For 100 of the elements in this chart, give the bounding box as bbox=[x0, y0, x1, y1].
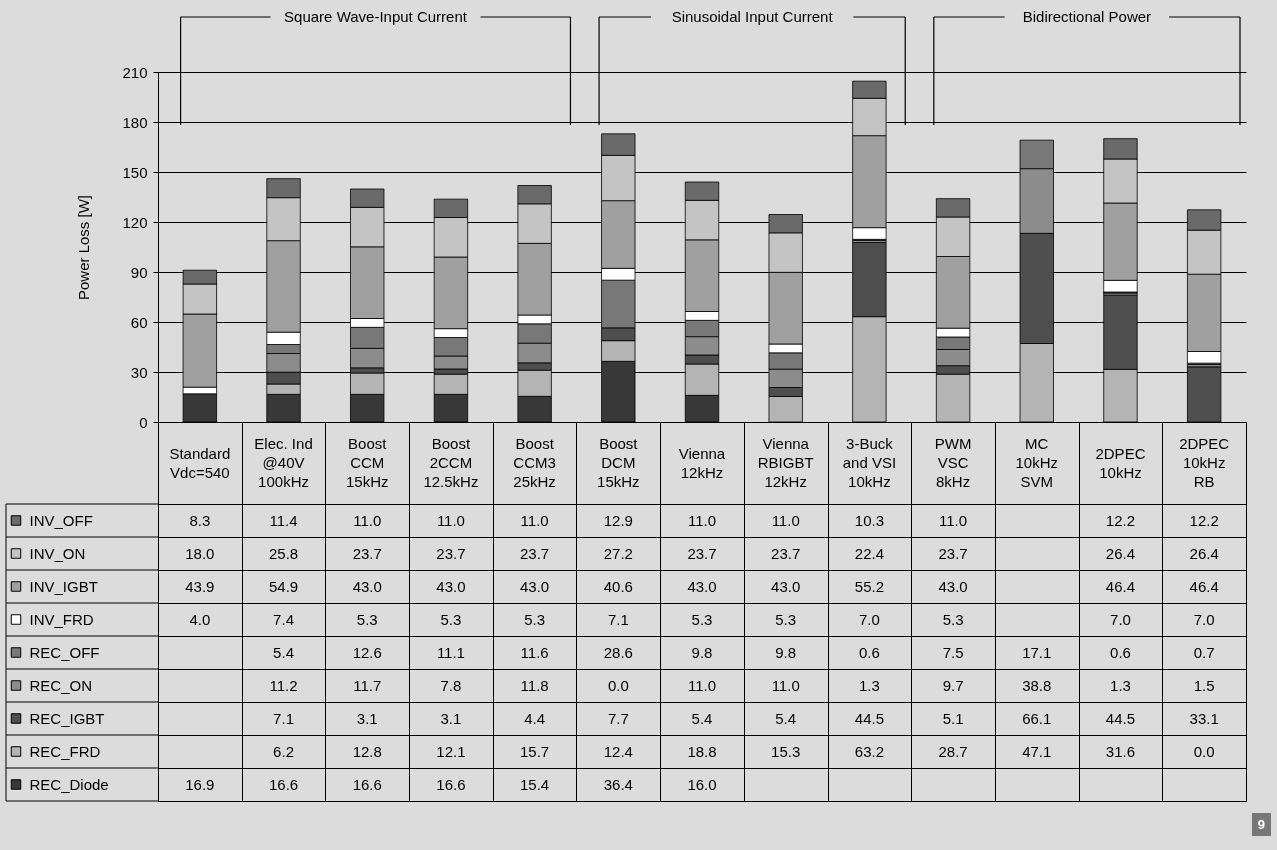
data-label: 4.4 bbox=[524, 709, 546, 727]
data-label: 11.1 bbox=[436, 643, 465, 661]
data-label: 11.2 bbox=[269, 676, 298, 694]
data-label: 23.7 bbox=[771, 544, 801, 562]
data-label: 63.2 bbox=[854, 742, 884, 760]
y-tick-label: 180 bbox=[122, 113, 148, 131]
data-label: 5.1 bbox=[942, 709, 964, 727]
x-tick-label: Boost DCM 15kHz bbox=[597, 435, 640, 490]
y-axis-title: Power Loss [W] bbox=[75, 194, 93, 301]
data-label: 12.9 bbox=[603, 511, 633, 529]
legend-label: INV_ON bbox=[29, 545, 86, 562]
data-label: 7.0 bbox=[1110, 610, 1131, 628]
data-label: 25.8 bbox=[268, 544, 299, 562]
data-label: 11.0 bbox=[687, 676, 717, 694]
data-label: 7.0 bbox=[1193, 610, 1215, 628]
data-label: 0.6 bbox=[858, 643, 880, 661]
data-label: 11.8 bbox=[520, 676, 549, 694]
data-label: 43.9 bbox=[185, 577, 215, 595]
y-tick-label: 60 bbox=[130, 313, 148, 331]
y-tick-label: 150 bbox=[122, 163, 148, 181]
data-label: 15.7 bbox=[520, 742, 550, 760]
data-label: 33.1 bbox=[1189, 709, 1219, 727]
data-label: 1.5 bbox=[1193, 676, 1215, 694]
data-label: 11.0 bbox=[687, 511, 717, 529]
data-label: 22.4 bbox=[854, 544, 884, 562]
data-label: 16.6 bbox=[352, 775, 382, 793]
data-label: 43.0 bbox=[687, 577, 717, 595]
data-label: 3.1 bbox=[356, 709, 378, 727]
x-tick-label: Vienna 12kHz bbox=[678, 444, 726, 481]
data-label: 43.0 bbox=[352, 577, 382, 595]
data-label: 38.8 bbox=[1022, 676, 1052, 694]
data-label: 17.1 bbox=[1022, 643, 1052, 661]
data-label: 23.7 bbox=[436, 544, 466, 562]
y-tick-label: 30 bbox=[130, 363, 148, 381]
data-label: 9.8 bbox=[691, 643, 713, 661]
data-label: 23.7 bbox=[520, 544, 550, 562]
data-label: 9.8 bbox=[775, 643, 797, 661]
data-label: 0.0 bbox=[1193, 742, 1215, 760]
data-label: 44.5 bbox=[854, 709, 884, 727]
legend-label: REC_Diode bbox=[29, 776, 109, 793]
data-label: 7.8 bbox=[440, 676, 462, 694]
data-label: 23.7 bbox=[938, 544, 968, 562]
data-label: 10.3 bbox=[854, 511, 884, 529]
data-label: 1.3 bbox=[1110, 676, 1131, 694]
data-label: 11.6 bbox=[520, 643, 549, 661]
data-label: 12.2 bbox=[1189, 511, 1219, 529]
x-tick-label: 2DPEC 10kHz RB bbox=[1179, 435, 1230, 490]
data-label: 16.6 bbox=[268, 775, 299, 793]
data-label: 7.4 bbox=[273, 610, 294, 628]
data-label: 6.2 bbox=[273, 742, 294, 760]
data-label: 27.2 bbox=[603, 544, 633, 562]
data-label: 26.4 bbox=[1105, 544, 1136, 562]
x-tick-label: PWM VSC 8kHz bbox=[934, 435, 972, 490]
data-label: 5.4 bbox=[273, 643, 294, 661]
legend-label: INV_OFF bbox=[29, 512, 93, 529]
data-label: 0.7 bbox=[1193, 643, 1215, 661]
data-label: 28.7 bbox=[938, 742, 968, 760]
data-label: 7.0 bbox=[858, 610, 880, 628]
data-label: 8.3 bbox=[189, 511, 211, 529]
y-tick-label: 90 bbox=[130, 263, 148, 281]
x-tick-label: Vienna RBIGBT 12kHz bbox=[757, 435, 814, 490]
data-label: 1.3 bbox=[858, 676, 880, 694]
data-label: 11.0 bbox=[353, 511, 382, 529]
x-tick-label: Boost CCM 15kHz bbox=[345, 435, 389, 490]
text: Bidirectional Power bbox=[1022, 8, 1152, 25]
data-label: 23.7 bbox=[687, 544, 717, 562]
data-label: 18.8 bbox=[687, 742, 717, 760]
data-label: 11.4 bbox=[269, 511, 298, 529]
data-label: 5.3 bbox=[524, 610, 546, 628]
data-label: 54.9 bbox=[268, 577, 299, 595]
data-label: 16.9 bbox=[185, 775, 215, 793]
data-label: 26.4 bbox=[1189, 544, 1219, 562]
data-label: 46.4 bbox=[1105, 577, 1136, 595]
data-label: 12.8 bbox=[352, 742, 382, 760]
data-label: 12.1 bbox=[436, 742, 466, 760]
x-tick-label: Elec. Ind @40V 100kHz bbox=[254, 435, 313, 490]
data-label: 5.3 bbox=[942, 610, 964, 628]
data-label: 4.0 bbox=[189, 610, 211, 628]
data-label: 5.4 bbox=[775, 709, 797, 727]
x-tick-label: MC 10kHz SVM bbox=[1015, 435, 1059, 490]
legend-label: REC_IGBT bbox=[29, 710, 105, 727]
data-label: 44.5 bbox=[1105, 709, 1136, 727]
y-tick-label: 210 bbox=[122, 63, 148, 81]
data-label: 11.7 bbox=[353, 676, 382, 694]
x-tick-label: 2DPEC 10kHz bbox=[1095, 444, 1146, 481]
legend-label: INV_IGBT bbox=[29, 578, 98, 595]
x-tick-label: 3-Buck and VSI 10kHz bbox=[842, 435, 897, 490]
data-label: 5.3 bbox=[440, 610, 462, 628]
data-label: 5.3 bbox=[691, 610, 713, 628]
data-label: 7.1 bbox=[607, 610, 629, 628]
data-label: 11.0 bbox=[520, 511, 549, 529]
data-label: 11.0 bbox=[436, 511, 465, 529]
data-label: 11.0 bbox=[771, 511, 800, 529]
data-label: 66.1 bbox=[1022, 709, 1052, 727]
data-label: 18.0 bbox=[185, 544, 215, 562]
legend-label: INV_FRD bbox=[29, 611, 94, 628]
data-label: 12.6 bbox=[352, 643, 382, 661]
data-label: 40.6 bbox=[603, 577, 633, 595]
data-label: 43.0 bbox=[771, 577, 801, 595]
data-label: 7.5 bbox=[942, 643, 964, 661]
